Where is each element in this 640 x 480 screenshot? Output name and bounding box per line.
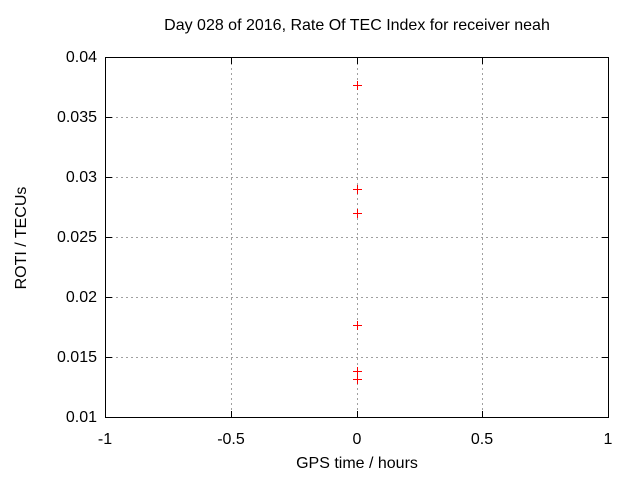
- y-tick-left: [106, 417, 112, 418]
- data-point-marker: [353, 367, 362, 376]
- y-tick-left: [106, 237, 112, 238]
- y-tick-left: [106, 177, 112, 178]
- y-tick-right: [602, 117, 608, 118]
- y-tick-right: [602, 57, 608, 58]
- data-point-marker: [353, 81, 362, 90]
- y-tick-label: 0.03: [65, 169, 97, 186]
- data-point-marker: [353, 321, 362, 330]
- x-tick-top: [357, 58, 358, 64]
- x-tick-label: -1: [97, 431, 113, 448]
- x-tick-label: 0: [352, 431, 362, 448]
- y-tick-right: [602, 237, 608, 238]
- gridline-horizontal: [106, 297, 608, 298]
- y-tick-label: 0.015: [56, 349, 97, 366]
- y-tick-right: [602, 417, 608, 418]
- x-tick-top: [482, 58, 483, 64]
- plot-area: [105, 57, 609, 418]
- x-tick-label: 1: [603, 431, 613, 448]
- x-axis-title: GPS time / hours: [296, 455, 418, 472]
- data-point-marker: [353, 185, 362, 194]
- y-tick-label: 0.035: [56, 109, 97, 126]
- data-point-marker: [353, 375, 362, 384]
- y-tick-right: [602, 177, 608, 178]
- x-tick-bottom: [608, 411, 609, 417]
- y-tick-label: 0.025: [56, 229, 97, 246]
- x-tick-label: -0.5: [217, 431, 245, 448]
- gridline-horizontal: [106, 177, 608, 178]
- x-tick-bottom: [357, 411, 358, 417]
- x-tick-bottom: [482, 411, 483, 417]
- x-tick-bottom: [105, 411, 106, 417]
- y-tick-label: 0.02: [65, 289, 97, 306]
- gridline-horizontal: [106, 117, 608, 118]
- y-tick-label: 0.04: [65, 49, 97, 66]
- gridline-horizontal: [106, 237, 608, 238]
- chart-title: Day 028 of 2016, Rate Of TEC Index for r…: [164, 17, 550, 34]
- y-tick-right: [602, 357, 608, 358]
- data-point-marker: [353, 209, 362, 218]
- y-tick-right: [602, 297, 608, 298]
- x-tick-label: 0.5: [470, 431, 494, 448]
- x-tick-top: [105, 58, 106, 64]
- y-tick-label: 0.01: [65, 409, 97, 426]
- y-tick-left: [106, 57, 112, 58]
- x-tick-top: [608, 58, 609, 64]
- y-tick-left: [106, 297, 112, 298]
- y-tick-left: [106, 117, 112, 118]
- y-tick-left: [106, 357, 112, 358]
- x-tick-top: [231, 58, 232, 64]
- x-tick-bottom: [231, 411, 232, 417]
- gridline-horizontal: [106, 357, 608, 358]
